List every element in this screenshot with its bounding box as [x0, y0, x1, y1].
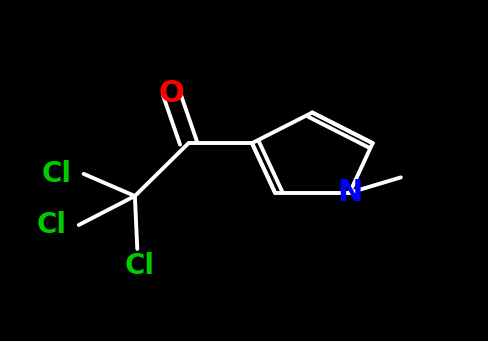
- Text: Cl: Cl: [37, 211, 66, 239]
- Text: O: O: [159, 79, 184, 108]
- Text: Cl: Cl: [125, 252, 155, 280]
- Text: Cl: Cl: [41, 160, 71, 188]
- Text: N: N: [337, 178, 362, 207]
